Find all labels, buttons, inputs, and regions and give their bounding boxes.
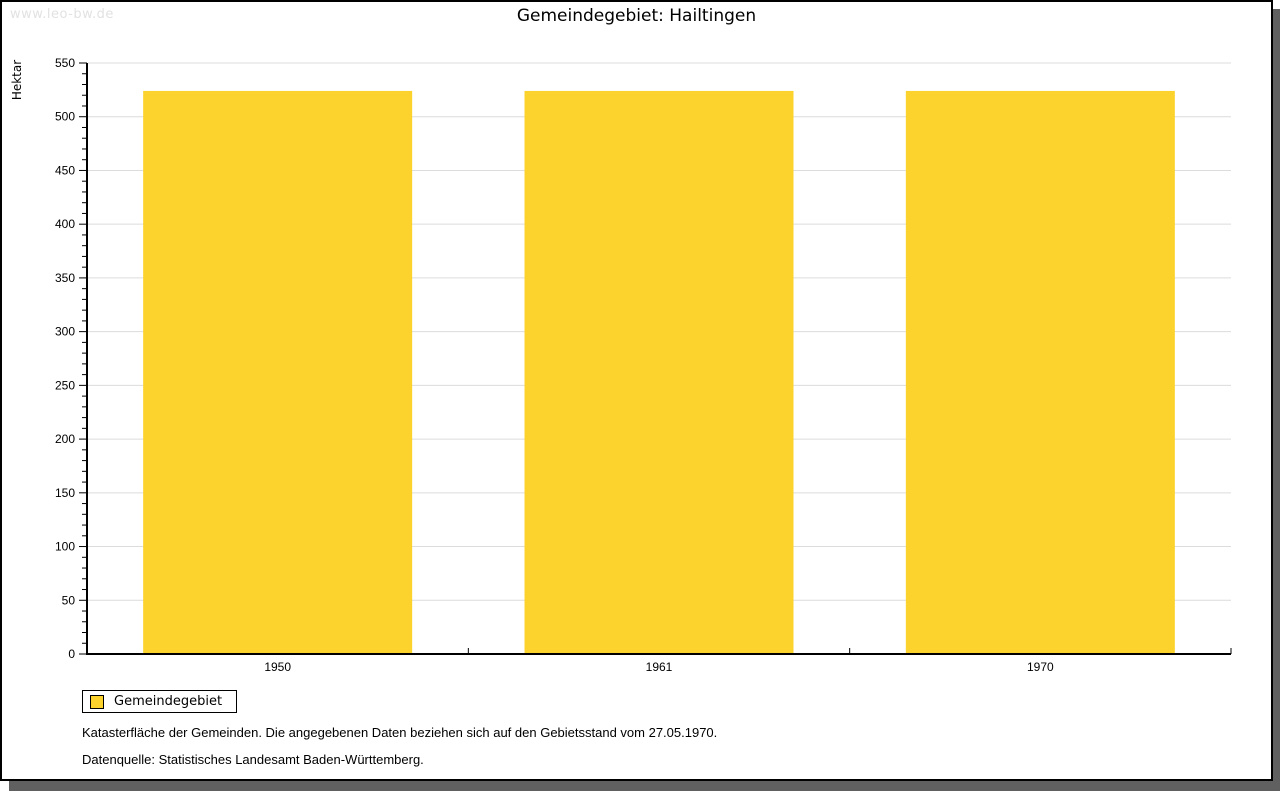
bar-chart-plot: 0 50 100 150 200 250 300 350 400 450 500 550 1950 196… <box>55 56 1232 674</box>
footer-datasource: Datenquelle: Statistisches Landesamt Bad… <box>82 752 424 767</box>
x-tick-label: 1961 <box>646 660 673 674</box>
legend: Gemeindegebiet <box>82 690 238 713</box>
footer-note: Katasterfläche der Gemeinden. Die angege… <box>82 725 718 740</box>
bar-1950 <box>143 90 413 655</box>
x-tick-label: 1970 <box>1027 660 1054 674</box>
y-tick-label: 500 <box>55 110 75 124</box>
legend-label-gemeindegebiet: Gemeindegebiet <box>114 694 223 709</box>
y-tick-label: 200 <box>55 432 75 446</box>
y-tick-label: 400 <box>55 217 75 231</box>
y-tick-label: 300 <box>55 325 75 339</box>
y-tick-label: 250 <box>55 378 75 392</box>
y-tick-label: 550 <box>55 56 75 70</box>
chart-title: Gemeindegebiet: Hailtingen <box>516 6 757 26</box>
y-tick-label: 350 <box>55 271 75 285</box>
legend-swatch-gemeindegebiet <box>90 694 104 709</box>
watermark: www.leo-bw.de <box>10 7 114 22</box>
x-tick-label: 1950 <box>264 660 291 674</box>
bar-1961 <box>524 90 794 655</box>
y-tick-label: 450 <box>55 163 75 177</box>
y-tick-label: 150 <box>55 486 75 500</box>
bar-1970 <box>905 90 1175 655</box>
y-tick-label: 100 <box>55 540 75 554</box>
y-tick-label: 0 <box>68 647 75 661</box>
y-tick-label: 50 <box>62 593 76 607</box>
